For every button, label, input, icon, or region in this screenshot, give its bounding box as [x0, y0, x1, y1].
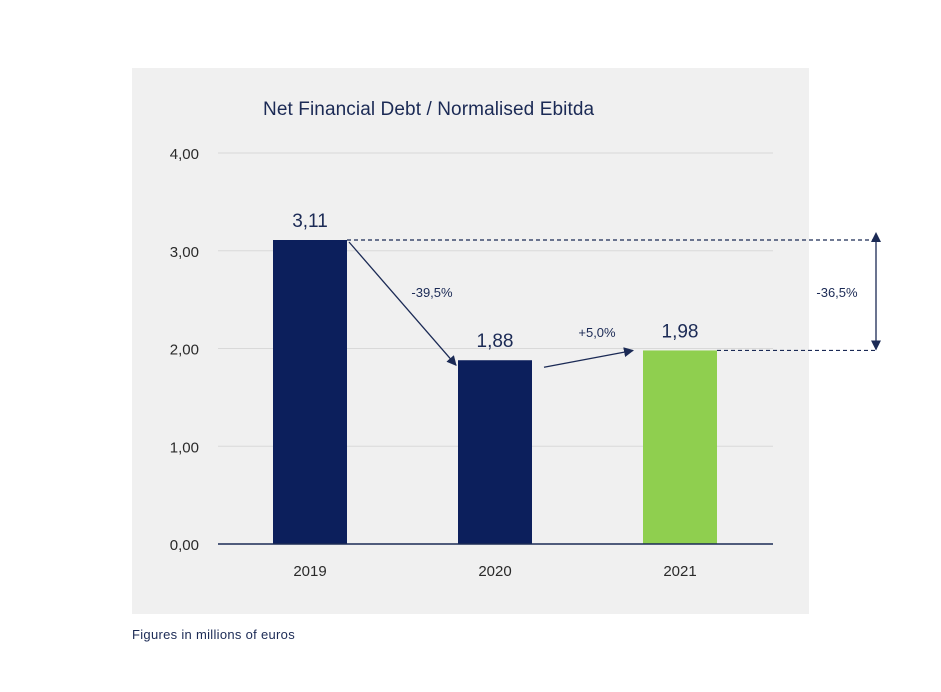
y-tick-label: 4,00	[170, 146, 199, 163]
data-label: 1,88	[477, 331, 514, 352]
data-label: 3,11	[292, 211, 328, 232]
y-tick-label: 0,00	[170, 537, 199, 554]
footnote: Figures in millions of euros	[132, 627, 296, 642]
x-tick-label: 2020	[478, 563, 511, 580]
change-label-2019-2020: -39,5%	[411, 285, 453, 300]
bar-2020	[458, 360, 532, 544]
x-tick-label: 2019	[293, 563, 326, 580]
y-tick-label: 2,00	[170, 342, 199, 359]
arrow-2019-2020	[348, 241, 457, 366]
y-tick-label: 1,00	[170, 439, 199, 456]
bar-2021	[643, 350, 717, 544]
y-tick-label: 3,00	[170, 244, 199, 261]
bar-2019	[273, 239, 347, 544]
x-tick-label: 2021	[663, 563, 696, 580]
change-label-2019-2021: -36,5%	[816, 285, 858, 300]
arrow-2020-2021	[543, 347, 634, 368]
chart-title: Net Financial Debt / Normalised Ebitda	[263, 99, 595, 120]
change-label-2020-2021: +5,0%	[578, 325, 616, 340]
data-label: 1,98	[662, 321, 699, 342]
